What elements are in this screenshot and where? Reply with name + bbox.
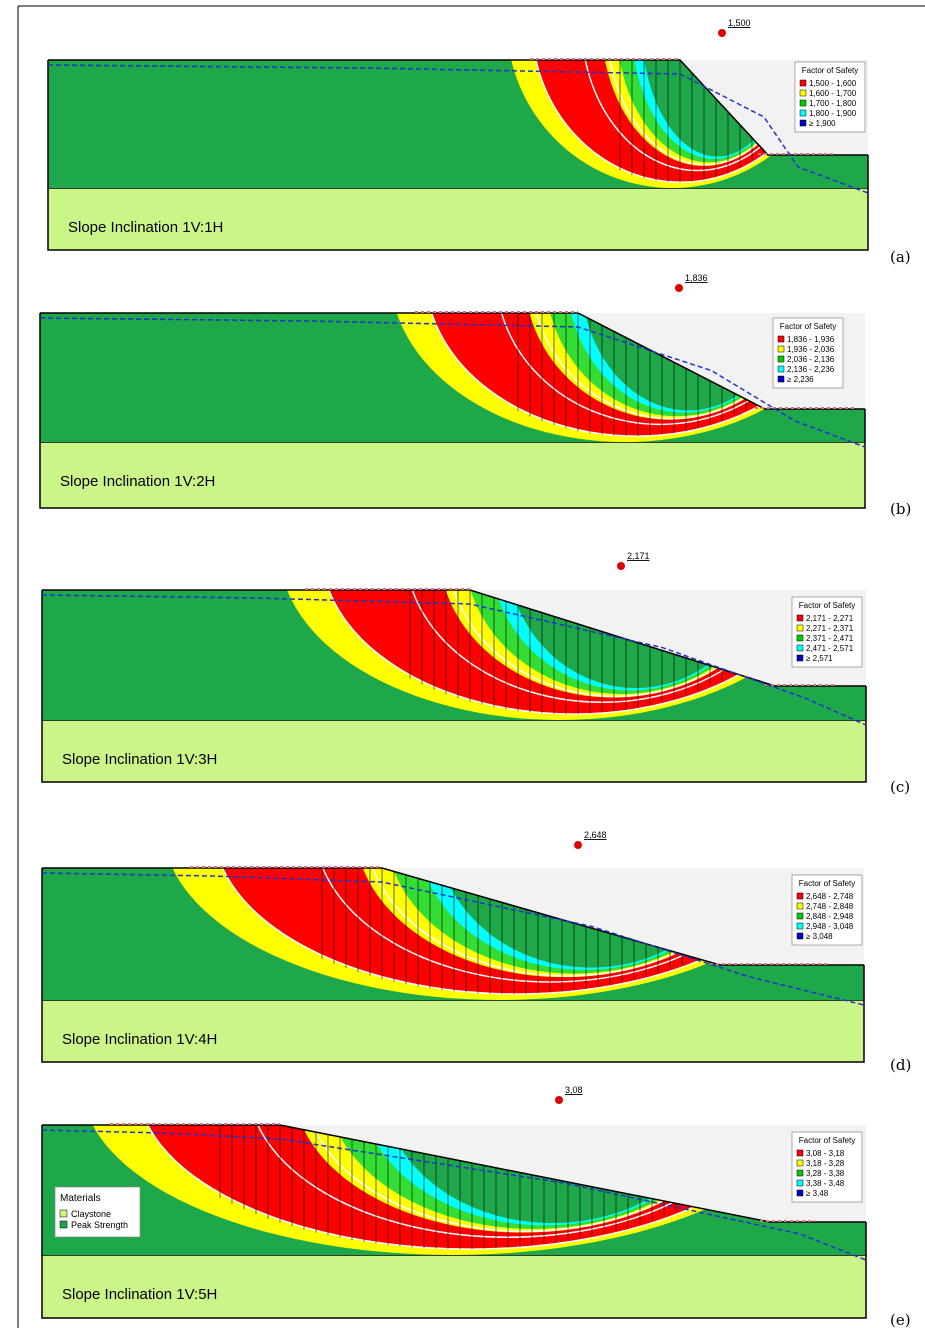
legend-entry: 2,136 - 2,236 xyxy=(787,365,835,374)
legend-swatch xyxy=(797,923,803,929)
slope-inclination: Slope Inclination 1V:1H xyxy=(68,219,223,236)
legend-entry: 1,936 - 2,036 xyxy=(787,345,835,354)
legend-swatch xyxy=(800,90,806,96)
legend-entry: 3,38 - 3,48 xyxy=(806,1179,845,1188)
fos-value: 1,500 xyxy=(728,18,751,28)
legend-entry: 2,848 - 2,948 xyxy=(806,912,854,921)
legend-swatch xyxy=(800,80,806,86)
fos-value: 2,648 xyxy=(584,830,607,840)
fos-value: 2,171 xyxy=(627,551,650,561)
figure: 1,500 Factor of Safety 1,500 - 1,6001,600 … xyxy=(0,0,925,1328)
legend-swatch xyxy=(797,635,803,641)
legend-entry: 1,800 - 1,900 xyxy=(809,109,857,118)
panel-label: (c) xyxy=(890,778,910,796)
legend-swatch xyxy=(797,655,803,661)
legend-entry: 1,700 - 1,800 xyxy=(809,99,857,108)
critical-center xyxy=(574,841,582,849)
legend-entry: 2,471 - 2,571 xyxy=(806,644,854,653)
legend-entry: ≥ 2,571 xyxy=(806,654,833,663)
legend-swatch xyxy=(797,1170,803,1176)
panel-label: (d) xyxy=(890,1056,911,1074)
legend-swatch xyxy=(797,1190,803,1196)
legend-entry: 2,171 - 2,271 xyxy=(806,614,854,623)
legend-title: Factor of Safety xyxy=(802,66,858,75)
panel-label: (e) xyxy=(890,1311,911,1328)
slope-inclination: Slope Inclination 1V:5H xyxy=(62,1286,217,1303)
legend-swatch xyxy=(797,625,803,631)
legend-entry: ≥ 2,236 xyxy=(787,375,814,384)
material-name: Peak Strength xyxy=(71,1220,128,1230)
legend-swatch xyxy=(797,1160,803,1166)
legend-title: Factor of Safety xyxy=(799,879,855,888)
legend-title: Factor of Safety xyxy=(780,322,836,331)
legend-entry: 1,600 - 1,700 xyxy=(809,89,857,98)
legend-entry: 3,08 - 3,18 xyxy=(806,1149,845,1158)
legend-entry: 2,371 - 2,471 xyxy=(806,634,854,643)
legend-swatch xyxy=(797,903,803,909)
critical-center xyxy=(555,1096,563,1104)
legend-entry: ≥ 1,900 xyxy=(809,119,836,128)
legend-swatch xyxy=(800,100,806,106)
legend-swatch xyxy=(797,933,803,939)
legend-swatch xyxy=(800,120,806,126)
legend-entry: 1,500 - 1,600 xyxy=(809,79,857,88)
legend-swatch xyxy=(797,1180,803,1186)
slope-inclination: Slope Inclination 1V:2H xyxy=(60,473,215,490)
legend-swatch xyxy=(778,336,784,342)
legend-entry: ≥ 3,048 xyxy=(806,932,833,941)
legend-swatch xyxy=(800,110,806,116)
critical-center xyxy=(617,562,625,570)
legend-swatch xyxy=(797,645,803,651)
legend-title: Factor of Safety xyxy=(799,1136,855,1145)
legend-swatch xyxy=(778,356,784,362)
critical-center xyxy=(675,284,683,292)
slope-inclination: Slope Inclination 1V:4H xyxy=(62,1031,217,1048)
legend-entry: ≥ 3,48 xyxy=(806,1189,829,1198)
fos-value: 3,08 xyxy=(565,1085,583,1095)
materials-title: Materials xyxy=(60,1193,101,1204)
material-name: Claystone xyxy=(71,1209,111,1219)
critical-center xyxy=(718,29,726,37)
legend-entry: 2,271 - 2,371 xyxy=(806,624,854,633)
legend-title: Factor of Safety xyxy=(799,601,855,610)
legend-swatch xyxy=(778,366,784,372)
panel-label: (a) xyxy=(890,248,911,266)
legend-swatch xyxy=(797,1150,803,1156)
legend-entry: 3,18 - 3,28 xyxy=(806,1159,845,1168)
slope-panel: 1,500 Factor of Safety 1,500 - 1,6001,600 … xyxy=(48,0,911,266)
legend-entry: 2,036 - 2,136 xyxy=(787,355,835,364)
legend-swatch xyxy=(797,913,803,919)
legend-swatch xyxy=(778,376,784,382)
legend-swatch xyxy=(797,615,803,621)
legend-swatch xyxy=(778,346,784,352)
legend-swatch xyxy=(797,893,803,899)
legend-entry: 2,648 - 2,748 xyxy=(806,892,854,901)
legend-entry: 3,28 - 3,38 xyxy=(806,1169,845,1178)
panel-label: (b) xyxy=(890,500,911,518)
legend-entry: 2,748 - 2,848 xyxy=(806,902,854,911)
material-swatch xyxy=(60,1210,67,1217)
legend-entry: 1,836 - 1,936 xyxy=(787,335,835,344)
slope-inclination: Slope Inclination 1V:3H xyxy=(62,751,217,768)
fos-value: 1,836 xyxy=(685,273,708,283)
material-swatch xyxy=(60,1221,67,1228)
legend-entry: 2,948 - 3,048 xyxy=(806,922,854,931)
